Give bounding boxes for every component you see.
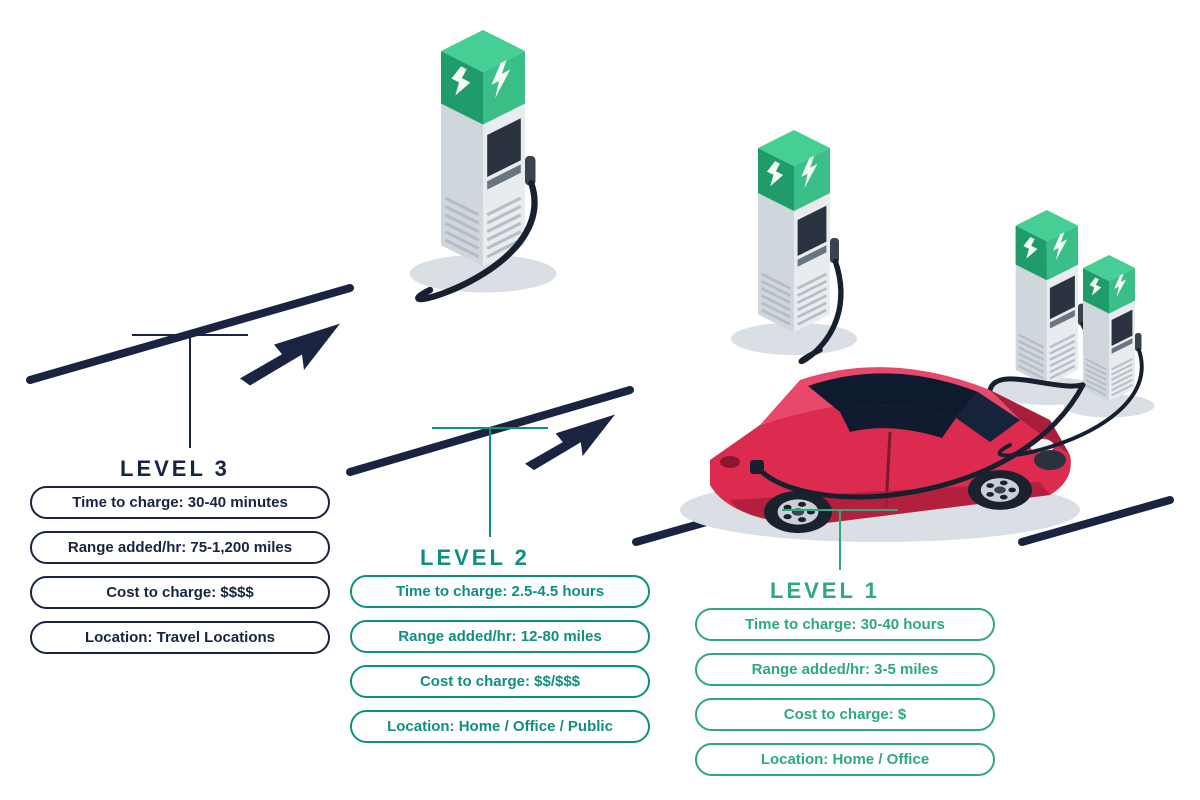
level2-pill-0: Time to charge: 2.5-4.5 hours [350, 575, 650, 608]
level2-title: LEVEL 2 [420, 545, 530, 571]
level1-pill-2: Cost to charge: $ [695, 698, 995, 731]
level1-pill-1: Range added/hr: 3-5 miles [695, 653, 995, 686]
level3-pill-3: Location: Travel Locations [30, 621, 330, 654]
level2-pill-2: Cost to charge: $$/$$$ [350, 665, 650, 698]
level3-pill-0: Time to charge: 30-40 minutes [30, 486, 330, 519]
level1-pill-3: Location: Home / Office [695, 743, 995, 776]
level3-title: LEVEL 3 [120, 456, 230, 482]
level3-pill-1: Range added/hr: 75-1,200 miles [30, 531, 330, 564]
lane-arrow-icon [525, 414, 615, 472]
level3-pill-2: Cost to charge: $$$$ [30, 576, 330, 609]
lane-arrow-icon [240, 324, 340, 389]
level2-pill-3: Location: Home / Office / Public [350, 710, 650, 743]
charger-level3 [410, 30, 557, 293]
level1-title: LEVEL 1 [770, 578, 880, 604]
level2-pill-1: Range added/hr: 12-80 miles [350, 620, 650, 653]
level1-pill-0: Time to charge: 30-40 hours [695, 608, 995, 641]
